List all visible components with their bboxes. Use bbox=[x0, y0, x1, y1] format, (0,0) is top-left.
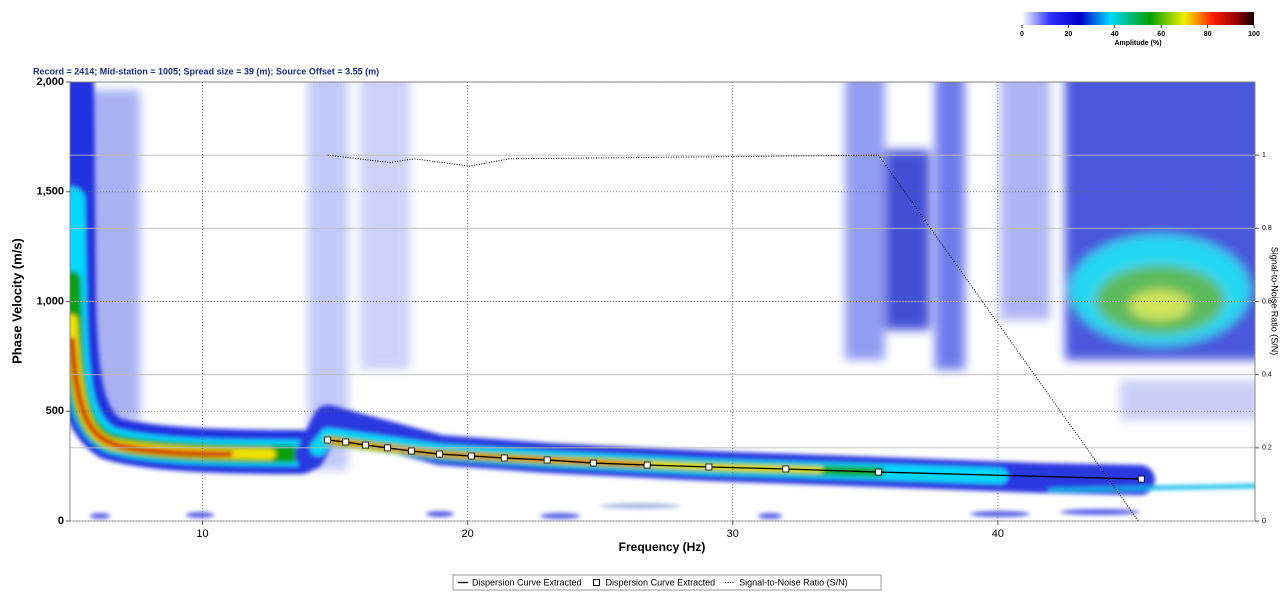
y-tick-label: 1,500 bbox=[36, 186, 64, 198]
legend-label: Signal-to-Noise Ratio (S/N) bbox=[739, 577, 848, 587]
chart-title: Record = 2414; Mid-station = 1005; Sprea… bbox=[33, 66, 379, 76]
dispersion-point bbox=[644, 462, 650, 468]
colorbar-tick-label: 100 bbox=[1248, 31, 1260, 38]
dispersion-point bbox=[385, 445, 391, 451]
colorbar-tick-label: 20 bbox=[1065, 31, 1073, 38]
dispersion-point bbox=[501, 455, 507, 461]
legend-label: Dispersion Curve Extracted bbox=[606, 577, 716, 587]
y2-tick-label: 0.4 bbox=[1262, 372, 1272, 379]
x-tick-label: 30 bbox=[727, 528, 739, 540]
dispersion-point bbox=[876, 469, 882, 475]
dispersion-point bbox=[706, 464, 712, 470]
y-axis-label: Phase Velocity (m/s) bbox=[9, 238, 24, 364]
legend-swatch bbox=[594, 580, 600, 586]
dispersion-point bbox=[363, 442, 369, 448]
chart: Record = 2414; Mid-station = 1005; Sprea… bbox=[0, 0, 1282, 592]
dispersion-point bbox=[343, 439, 349, 445]
dispersion-image bbox=[72, 70, 1265, 519]
x-tick-label: 40 bbox=[992, 528, 1004, 540]
colorbar bbox=[1022, 12, 1254, 25]
dispersion-point bbox=[544, 457, 550, 463]
colorbar-title: Amplitude (%) bbox=[1114, 40, 1161, 47]
dispersion-point bbox=[408, 448, 414, 454]
dispersion-point bbox=[783, 466, 789, 472]
dispersion-point bbox=[325, 437, 331, 443]
dispersion-point bbox=[1138, 476, 1144, 482]
colorbar-tick-label: 40 bbox=[1111, 31, 1119, 38]
legend-label: Dispersion Curve Extracted bbox=[472, 577, 582, 587]
y-tick-label: 500 bbox=[46, 405, 64, 417]
y-tick-label: 0 bbox=[58, 515, 64, 527]
y2-tick-label: 0.8 bbox=[1262, 225, 1272, 232]
colorbar-tick-label: 80 bbox=[1204, 31, 1212, 38]
colorbar-tick-label: 60 bbox=[1157, 31, 1165, 38]
dispersion-point bbox=[468, 453, 474, 459]
x-tick-label: 10 bbox=[196, 528, 208, 540]
dispersion-point bbox=[437, 451, 443, 457]
y-tick-label: 2,000 bbox=[36, 76, 64, 88]
colorbar-tick-label: 0 bbox=[1020, 31, 1024, 38]
y2-tick-label: 1 bbox=[1262, 152, 1266, 159]
dispersion-point bbox=[590, 460, 596, 466]
y2-tick-label: 0.6 bbox=[1262, 298, 1272, 305]
y-tick-label: 1,000 bbox=[36, 295, 64, 307]
y2-tick-label: 0 bbox=[1262, 518, 1266, 525]
y2-tick-label: 0.2 bbox=[1262, 445, 1272, 452]
x-axis-label: Frequency (Hz) bbox=[619, 540, 706, 554]
x-tick-label: 20 bbox=[462, 528, 474, 540]
